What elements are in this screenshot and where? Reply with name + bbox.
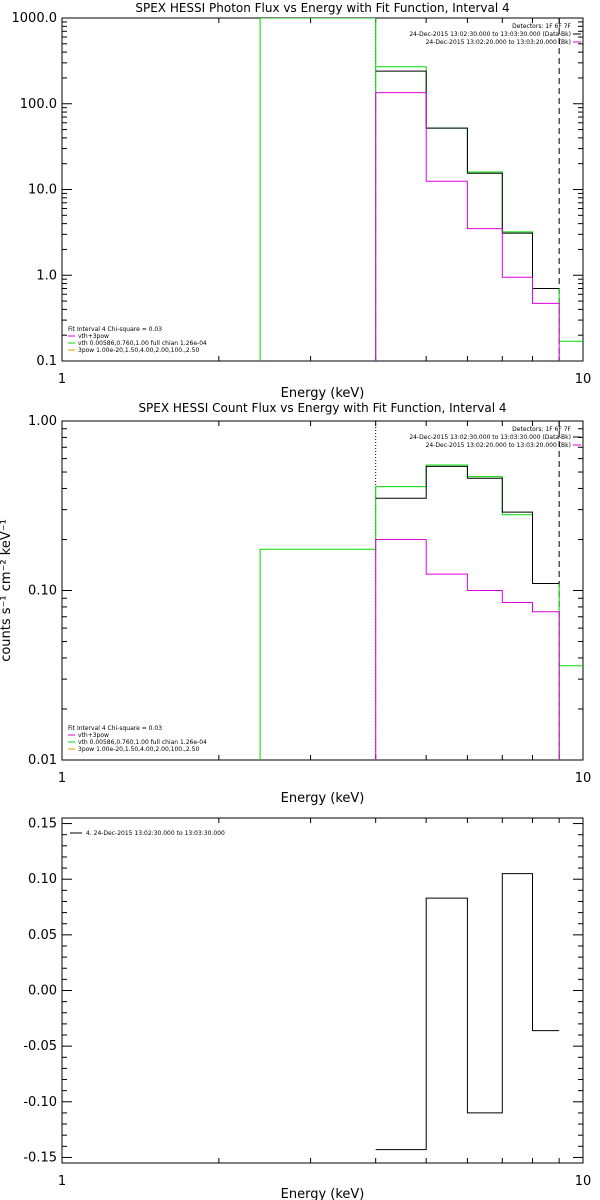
photon-flux-panel: SPEX HESSI Photon Flux vs Energy with Fi… <box>12 1 592 401</box>
y-axis-ticks <box>62 420 583 761</box>
data-layer <box>259 18 583 361</box>
residuals-panel: 1 10 Energy (keV) -0.15 -0.10 -0.05 0.00 0.05 0.… <box>23 817 591 1200</box>
y-axis-ticks <box>62 823 583 1158</box>
histogram-series-0 <box>375 873 560 1151</box>
interval-legend-entry: 24-Dec-2015 13:02:30.000 to 13:03:30.000… <box>409 31 571 38</box>
x-tick-label: 10 <box>575 771 592 786</box>
y-tick-label: 0.01 <box>28 753 57 768</box>
histogram-series-1 <box>375 465 560 584</box>
detectors-label: Detectors: 1F 6F 7F <box>512 23 571 30</box>
y-axis-label: counts s⁻¹ cm⁻² keV⁻¹ <box>0 519 14 662</box>
data-layer <box>259 421 583 760</box>
histogram-series-0 <box>259 464 583 760</box>
x-axis-label: Energy (keV) <box>281 386 365 401</box>
y-axis-ticks <box>62 17 583 362</box>
histogram-series-2 <box>375 92 560 361</box>
plot-frame <box>61 817 584 1164</box>
chart-title: SPEX HESSI Photon Flux vs Energy with Fi… <box>135 1 509 15</box>
fit-legend-entry: 3pow 1.00e-20,1.50,4.00,2.00,100.,2.50 <box>78 746 199 753</box>
plot-frame <box>61 17 584 362</box>
x-axis-label: Energy (keV) <box>281 1187 365 1200</box>
histogram-series-0 <box>259 18 583 361</box>
y-tick-label: 1000.0 <box>12 11 58 26</box>
x-tick-label: 10 <box>575 1174 592 1189</box>
interval-legend-entry: 24-Dec-2015 13:02:30.000 to 13:03:30.000… <box>409 434 571 441</box>
x-axis-ticks <box>61 18 584 361</box>
fit-legend-entry: 3pow 1.00e-20,1.50,4.00,2.00,100.,2.50 <box>78 347 199 354</box>
y-tick-label: 0.15 <box>28 817 57 832</box>
fit-legend-header: Fit Interval 4 Chi-square = 0.03 <box>68 326 162 333</box>
y-tick-label: 0.10 <box>28 872 57 887</box>
y-tick-label: 10.0 <box>28 183 57 198</box>
fit-legend-entry: vth+3pow <box>78 333 109 340</box>
y-tick-label: 1.0 <box>36 268 57 283</box>
fit-legend-entry: vth 0.00586,0.760,1.00 full chian 1.26e-… <box>78 739 207 746</box>
y-tick-label: -0.10 <box>23 1095 57 1110</box>
y-tick-label: 0.10 <box>28 584 57 599</box>
x-axis-ticks <box>61 818 584 1163</box>
chart-title: SPEX HESSI Count Flux vs Energy with Fit… <box>138 401 506 415</box>
y-tick-label: 0.05 <box>28 928 57 943</box>
data-layer <box>375 873 560 1151</box>
x-tick-label: 1 <box>58 372 66 387</box>
y-tick-label: 0.00 <box>28 984 57 999</box>
x-tick-label: 1 <box>58 771 66 786</box>
y-tick-label: 1.00 <box>28 414 57 429</box>
histogram-series-1 <box>375 70 560 289</box>
fit-legend-header: Fit Interval 4 Chi-square = 0.03 <box>68 725 162 732</box>
x-tick-label: 10 <box>575 372 592 387</box>
y-tick-label: 100.0 <box>20 97 57 112</box>
residual-legend-entry: 4. 24-Dec-2015 13:02:30.000 to 13:03:30.… <box>86 830 225 837</box>
y-tick-label: -0.15 <box>23 1150 57 1165</box>
count-flux-panel: SPEX HESSI Count Flux vs Energy with Fit… <box>0 401 591 806</box>
x-axis-ticks <box>61 421 584 760</box>
interval-legend-entry: 24-Dec-2015 13:02:20.000 to 13:03:20.000… <box>426 39 571 46</box>
x-axis-label: Energy (keV) <box>281 791 365 806</box>
y-tick-label: -0.05 <box>23 1039 57 1054</box>
histogram-series-2 <box>375 539 560 760</box>
plot-frame <box>61 420 584 761</box>
y-tick-label: 0.1 <box>36 354 57 369</box>
detectors-label: Detectors: 1F 6F 7F <box>512 426 571 433</box>
fit-legend-entry: vth 0.00586,0.760,1.00 full chian 1.26e-… <box>78 340 207 347</box>
fit-legend-entry: vth+3pow <box>78 732 109 739</box>
x-tick-label: 1 <box>58 1174 66 1189</box>
interval-legend-entry: 24-Dec-2015 13:02:20.000 to 13:03:20.000… <box>426 442 571 449</box>
